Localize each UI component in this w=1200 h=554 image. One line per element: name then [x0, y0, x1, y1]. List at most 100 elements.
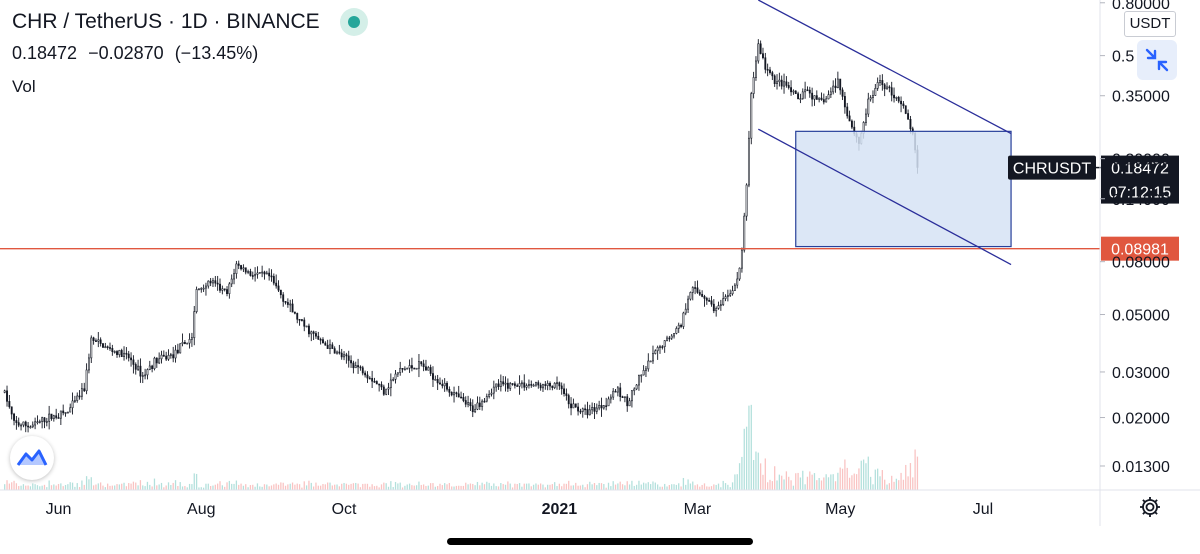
candle-body — [29, 426, 32, 429]
volume-bar — [724, 483, 727, 490]
candle-body — [478, 402, 481, 407]
candle-body — [717, 305, 720, 309]
volume-bar — [158, 484, 160, 490]
candle-body — [17, 422, 20, 426]
volume-bar — [848, 477, 851, 490]
candle-body — [595, 407, 598, 412]
candle-body — [139, 365, 142, 377]
candle-body — [364, 372, 367, 376]
candle-body — [764, 57, 767, 70]
volume-bar — [418, 481, 420, 490]
volume-bar — [472, 483, 474, 490]
symbol-header[interactable]: CHR / TetherUS · 1D · BINANCE — [12, 8, 368, 36]
candle-body — [104, 346, 107, 349]
candle-body — [666, 337, 668, 341]
volume-bar — [88, 479, 90, 490]
candle-body — [499, 381, 502, 387]
candle-body — [733, 284, 736, 291]
candle-body — [261, 271, 264, 274]
candle-body — [783, 81, 785, 87]
candle-body — [296, 313, 299, 320]
volume-bar — [486, 481, 488, 490]
target-zone-rectangle — [795, 130, 1012, 248]
volume-bar — [111, 485, 113, 490]
candle-body — [621, 396, 624, 398]
tradingview-logo-button[interactable] — [10, 436, 54, 480]
candle-body — [106, 346, 109, 349]
volume-bar — [39, 486, 41, 490]
settings-button[interactable] — [1136, 493, 1164, 521]
candle-body — [513, 383, 516, 386]
candle-body — [661, 346, 664, 348]
volume-bar — [308, 480, 310, 490]
candle-body — [228, 283, 231, 295]
volume-bar — [568, 480, 570, 490]
candle-body — [722, 298, 725, 305]
candle-body — [483, 400, 486, 403]
candle-body — [64, 412, 67, 414]
candle-body — [712, 303, 715, 312]
volume-bar — [219, 481, 221, 490]
volume-bar — [327, 482, 329, 490]
x-tick-label: Mar — [684, 501, 712, 518]
volume-bar — [336, 484, 338, 490]
drawings[interactable]: 0.08981 CHRUSDT 0.18472 07:12:15 — [0, 0, 1179, 266]
volume-bar — [270, 485, 273, 490]
symbol-tag-background — [1008, 155, 1096, 180]
volume-bar — [600, 483, 603, 490]
volume-bar — [825, 474, 827, 490]
candle-body — [677, 324, 680, 329]
candle-body — [598, 405, 601, 409]
candle-body — [350, 360, 353, 364]
collapse-arrows-icon — [1145, 48, 1169, 72]
volume-bar — [83, 484, 85, 490]
candle-body — [883, 84, 886, 90]
volume-bar — [675, 484, 678, 490]
volume-bar — [701, 484, 703, 490]
volume-bar — [455, 485, 458, 490]
channel-upper-line — [757, 0, 1012, 135]
volume-bar — [233, 483, 235, 490]
candle-body — [20, 424, 23, 427]
candle-body — [612, 390, 615, 398]
volume-bar — [298, 484, 301, 490]
candle-body — [13, 413, 15, 421]
volume-bar — [755, 451, 757, 490]
volume-bar — [565, 483, 568, 490]
volume-bar — [4, 484, 6, 490]
volume-bar — [90, 477, 92, 490]
volume-bar — [193, 473, 195, 490]
candlesticks — [3, 39, 919, 433]
volume-bar — [479, 485, 481, 490]
candle-body — [656, 347, 659, 352]
volume-bar — [799, 477, 802, 490]
candle-body — [476, 402, 479, 410]
candle-body — [841, 89, 844, 97]
candle-body — [696, 287, 699, 293]
candle-body — [450, 392, 453, 396]
volume-bar — [50, 485, 53, 490]
volume-indicator-label[interactable]: Vol — [12, 77, 36, 96]
candle-body — [270, 275, 273, 278]
candle-body — [602, 405, 605, 409]
volume-bar — [48, 480, 50, 490]
candle-body — [401, 367, 404, 370]
volume-bar — [383, 482, 385, 490]
volume-bar — [444, 483, 446, 490]
candle-body — [15, 420, 18, 423]
x-tick-label: May — [825, 501, 855, 518]
candle-body — [134, 364, 137, 370]
volume-bar — [29, 486, 32, 490]
volume-bar — [322, 483, 324, 490]
volume-bar — [343, 482, 345, 490]
candle-body — [357, 365, 360, 368]
volume-bar — [605, 487, 607, 490]
collapse-button[interactable] — [1137, 40, 1177, 80]
volume-bar — [858, 468, 860, 490]
currency-badge[interactable]: USDT — [1124, 11, 1176, 37]
volume-bar — [359, 487, 362, 490]
candle-body — [116, 351, 118, 355]
candle-body — [279, 289, 282, 296]
volume-bar — [708, 486, 710, 490]
